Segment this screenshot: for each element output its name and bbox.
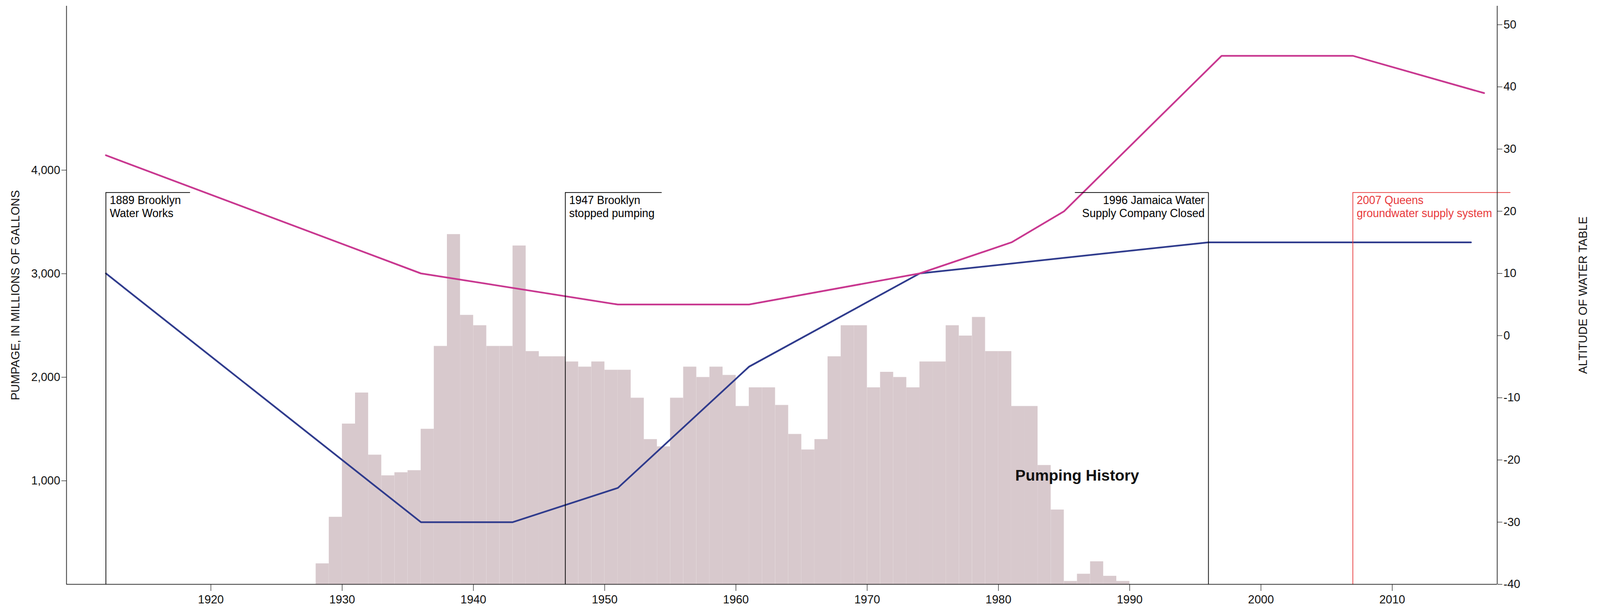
svg-text:50: 50 xyxy=(1503,17,1517,31)
svg-text:30: 30 xyxy=(1503,142,1517,156)
svg-text:1889 BrooklynWater Works: 1889 BrooklynWater Works xyxy=(109,193,181,220)
svg-text:1990: 1990 xyxy=(1116,592,1143,607)
svg-text:2000: 2000 xyxy=(1247,592,1274,607)
svg-text:2010: 2010 xyxy=(1379,592,1406,607)
svg-text:20: 20 xyxy=(1503,204,1517,218)
svg-text:3,000: 3,000 xyxy=(30,266,60,281)
svg-text:PUMPAGE, IN MILLIONS OF GALLON: PUMPAGE, IN MILLIONS OF GALLONS xyxy=(8,190,22,400)
svg-text:1980: 1980 xyxy=(985,592,1012,607)
svg-text:-40: -40 xyxy=(1503,577,1521,591)
svg-text:2,000: 2,000 xyxy=(30,370,60,384)
svg-text:1960: 1960 xyxy=(723,592,749,607)
svg-text:1940: 1940 xyxy=(460,592,487,607)
svg-text:1930: 1930 xyxy=(329,592,356,607)
svg-text:1950: 1950 xyxy=(591,592,618,607)
svg-text:ALTITUDE OF WATER TABLE: ALTITUDE OF WATER TABLE xyxy=(1576,216,1590,374)
svg-text:1970: 1970 xyxy=(854,592,880,607)
svg-text:10: 10 xyxy=(1503,266,1517,280)
svg-text:-30: -30 xyxy=(1503,515,1521,529)
svg-text:40: 40 xyxy=(1503,79,1517,93)
svg-text:0: 0 xyxy=(1503,328,1511,342)
svg-text:1920: 1920 xyxy=(197,592,224,607)
svg-text:-10: -10 xyxy=(1503,390,1521,404)
svg-text:-20: -20 xyxy=(1503,453,1521,467)
svg-text:Pumping History: Pumping History xyxy=(1015,466,1140,485)
svg-text:1996 Jamaica WaterSupply Compa: 1996 Jamaica WaterSupply Company Closed xyxy=(1081,193,1205,220)
svg-text:4,000: 4,000 xyxy=(30,163,60,177)
svg-text:1947 Brooklynstopped pumping: 1947 Brooklynstopped pumping xyxy=(569,193,655,220)
svg-text:1,000: 1,000 xyxy=(30,474,60,488)
svg-text:2007 Queensgroundwater supply: 2007 Queensgroundwater supply system xyxy=(1356,193,1493,220)
